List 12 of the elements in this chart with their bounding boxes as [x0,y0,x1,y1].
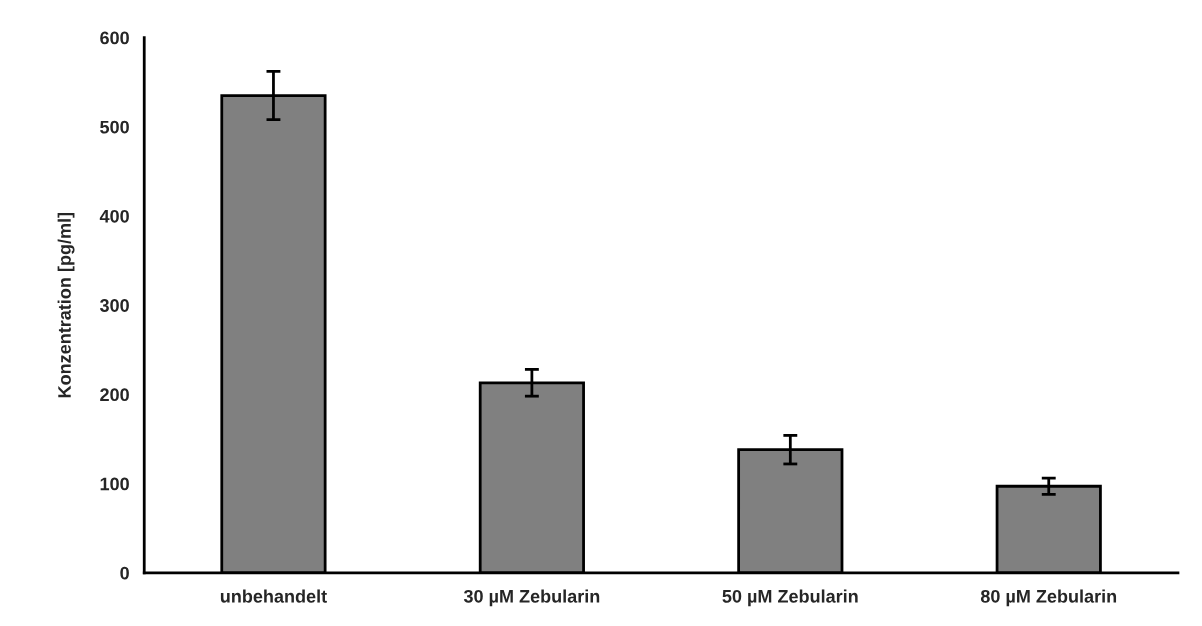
y-tick-label: 500 [100,120,129,134]
x-tick-label: 50 µM Zebularin [722,589,858,607]
y-tick-label: 100 [100,477,129,491]
y-tick-label: 200 [100,388,129,402]
y-tick-label: 300 [99,299,129,312]
y-tick-label: 600 [100,31,129,45]
x-tick-label: 30 µM Zebularin [463,589,600,607]
y-axis-title: Konzentration [pg/ml] [57,212,75,398]
x-tick-label: unbehandelt [220,589,327,603]
y-tick-label: 0 [120,566,129,580]
x-tick-label: 80 µM Zebularin [980,589,1117,607]
y-tick-label: 400 [99,209,129,223]
